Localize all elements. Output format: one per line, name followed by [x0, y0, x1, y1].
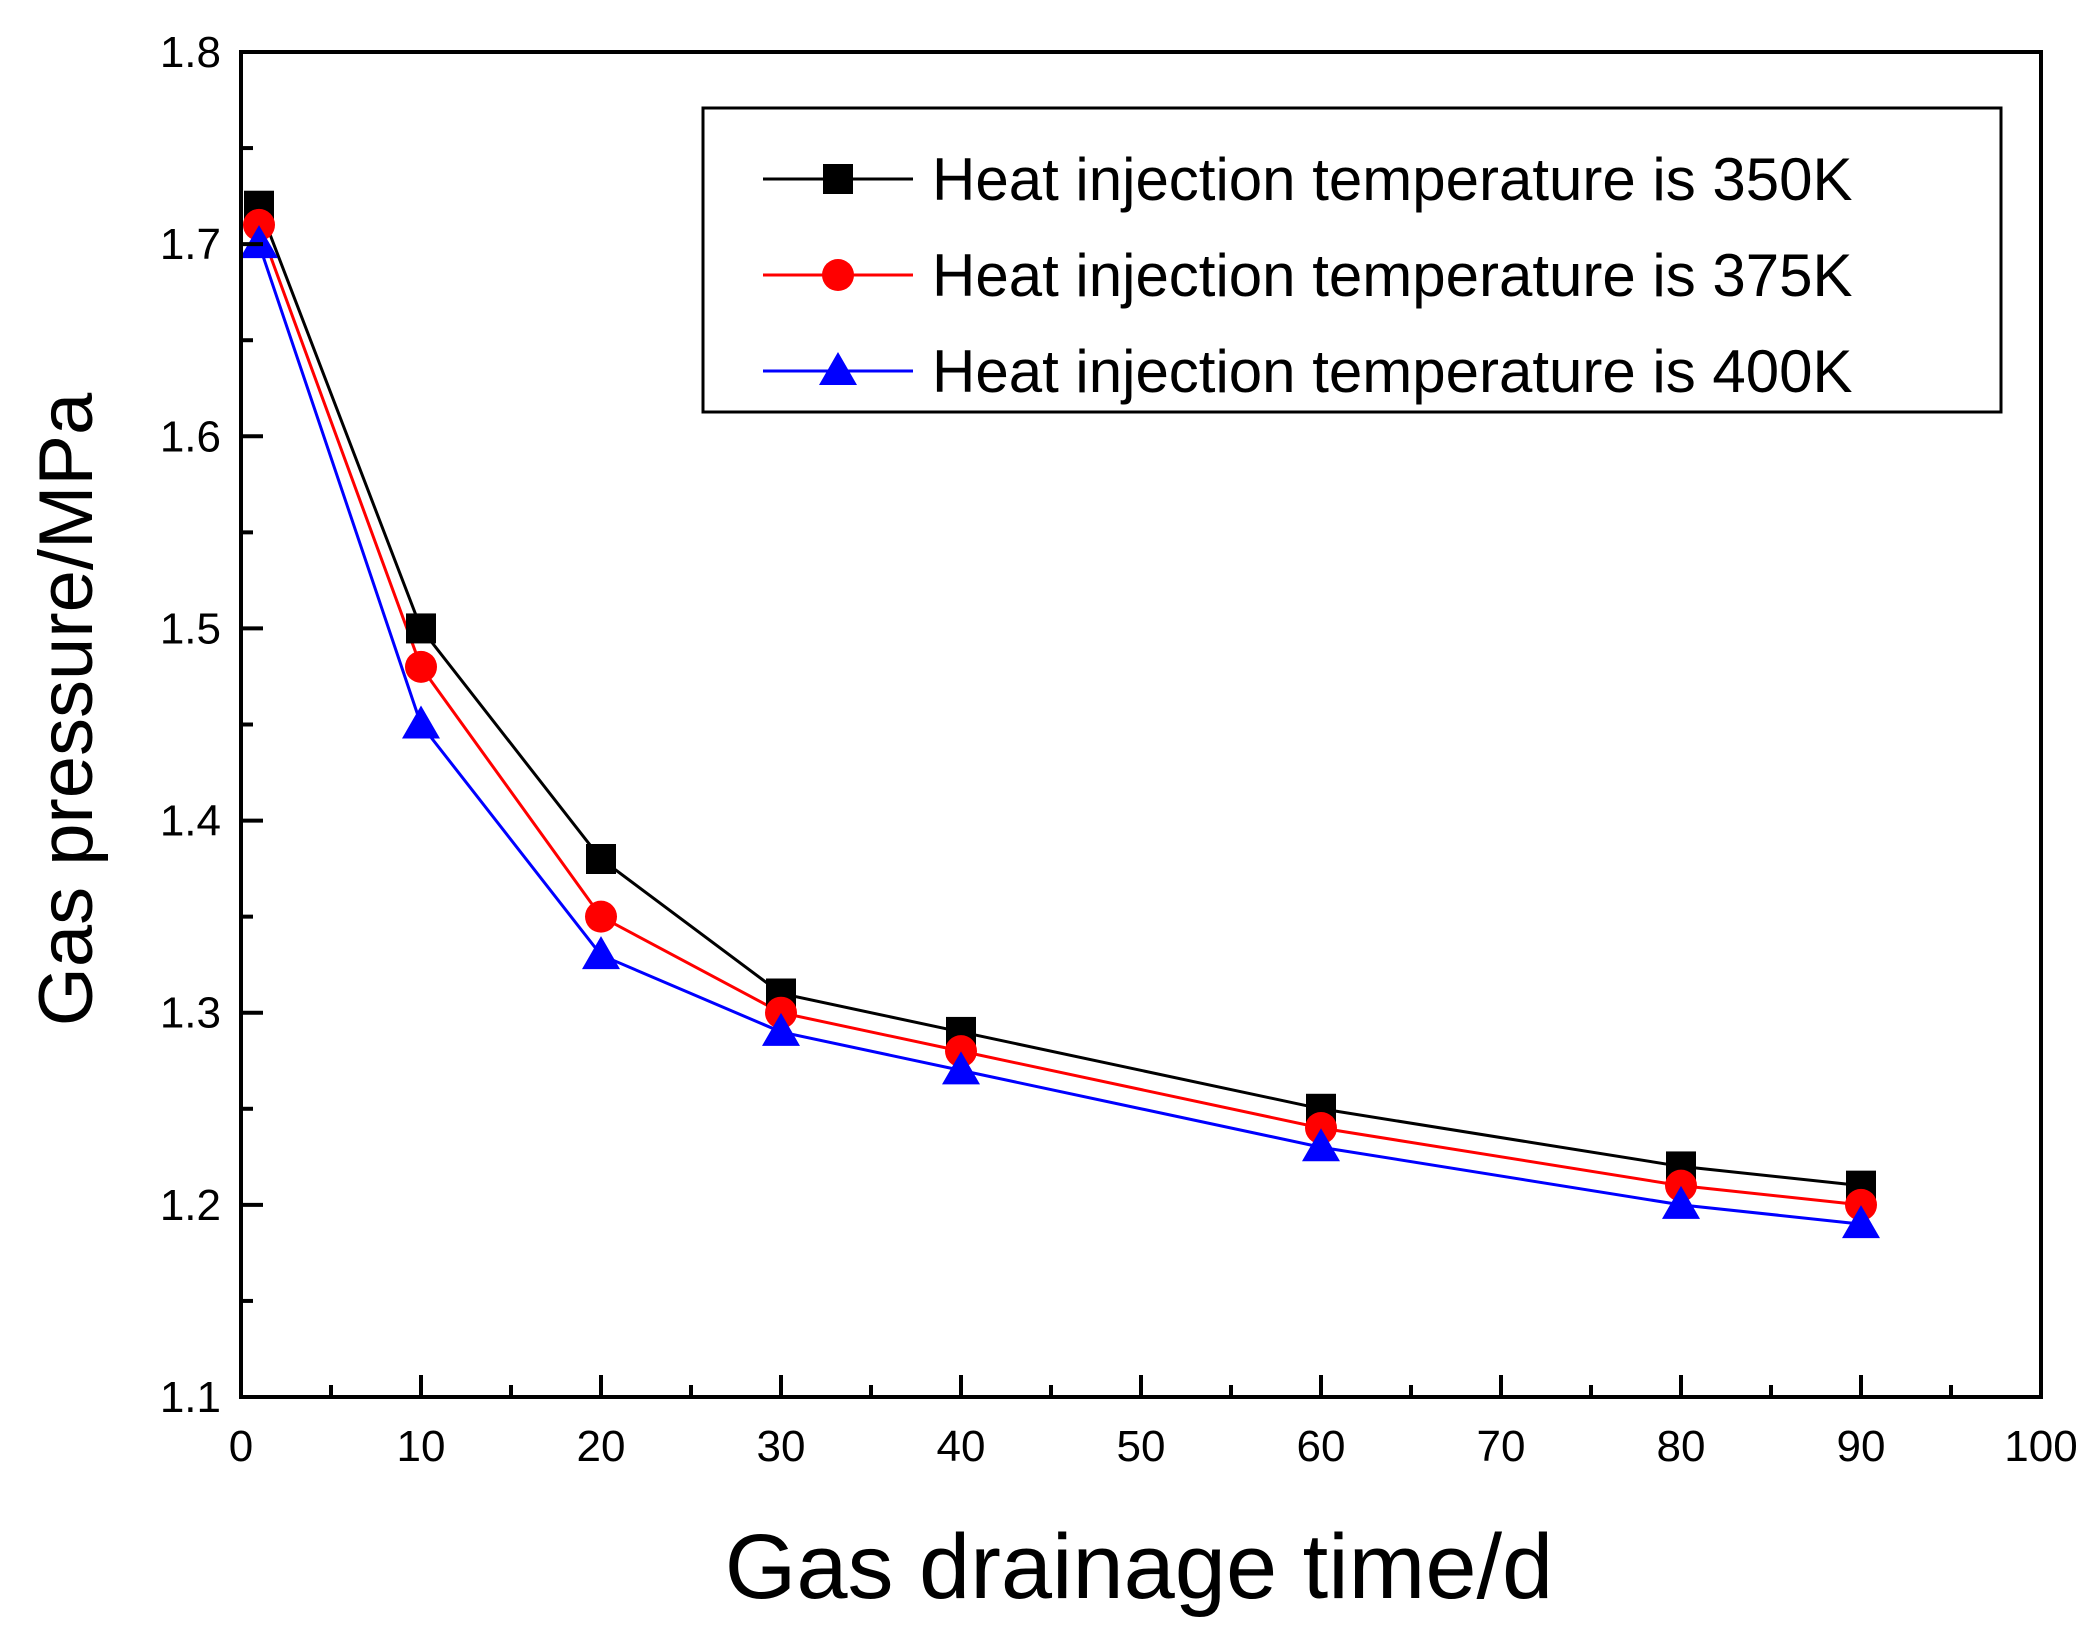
x-tick-label: 30: [757, 1422, 806, 1471]
data-point: [582, 936, 620, 970]
y-tick-label: 1.7: [160, 220, 221, 269]
legend-box: [701, 106, 2003, 414]
legend-label: Heat injection temperature is 400K: [932, 338, 1853, 405]
x-tick-label: 20: [577, 1422, 626, 1471]
series-line: [257, 224, 1862, 1207]
legend-entries: Heat injection temperature is 350K Heat i…: [763, 146, 1853, 405]
y-tick-label: 1.2: [160, 1181, 221, 1230]
x-tick-label: 100: [2004, 1422, 2077, 1471]
legend: Heat injection temperature is 350K Heat i…: [701, 106, 2003, 414]
y-axis-ticks: 1.1 1.2 1.3 1.4 1.5 1.6 1.7 1.8: [160, 28, 263, 1422]
x-tick-label: 10: [397, 1422, 446, 1471]
x-tick-label: 40: [937, 1422, 986, 1471]
x-axis-title: Gas drainage time/d: [725, 1516, 1553, 1618]
y-tick-label: 1.8: [160, 28, 221, 77]
data-point: [240, 225, 278, 259]
legend-label: Heat injection temperature is 350K: [932, 146, 1853, 213]
data-point: [765, 996, 797, 1029]
x-tick-label: 60: [1297, 1422, 1346, 1471]
data-point: [586, 844, 616, 874]
data-point: [762, 1012, 800, 1046]
data-point: [1665, 1169, 1697, 1202]
legend-marker: [823, 164, 853, 194]
data-point: [406, 613, 436, 644]
y-tick-label: 1.1: [160, 1373, 221, 1422]
data-point: [402, 705, 440, 739]
legend-marker: [819, 352, 857, 385]
data-point: [243, 208, 275, 241]
legend-label: Heat injection temperature is 375K: [932, 242, 1853, 309]
series-markers: [240, 190, 1880, 1239]
series-lines: [257, 205, 1862, 1226]
series-line: [257, 243, 1862, 1226]
data-point: [1305, 1112, 1337, 1144]
data-point: [1302, 1128, 1340, 1162]
x-tick-label: 50: [1117, 1422, 1166, 1471]
y-tick-label: 1.5: [160, 604, 221, 653]
data-point: [942, 1051, 980, 1085]
data-point: [1845, 1188, 1877, 1221]
data-point: [585, 900, 617, 933]
y-tick-label: 1.3: [160, 989, 221, 1038]
y-axis-title: Gas pressure/MPa: [24, 392, 109, 1026]
x-axis-ticks: 0 10 20 30 40 50 60 70 80 90 100: [229, 1375, 2078, 1471]
x-tick-label: 0: [229, 1422, 253, 1471]
data-point: [1842, 1205, 1880, 1239]
data-point: [405, 650, 437, 683]
legend-marker: [822, 259, 854, 291]
x-tick-label: 70: [1477, 1422, 1526, 1471]
x-tick-label: 80: [1657, 1422, 1706, 1471]
y-tick-label: 1.4: [160, 797, 221, 846]
data-point: [945, 1035, 977, 1068]
y-tick-label: 1.6: [160, 412, 221, 461]
series-line: [257, 205, 1862, 1188]
x-tick-label: 90: [1837, 1422, 1886, 1471]
data-point: [1662, 1185, 1700, 1219]
